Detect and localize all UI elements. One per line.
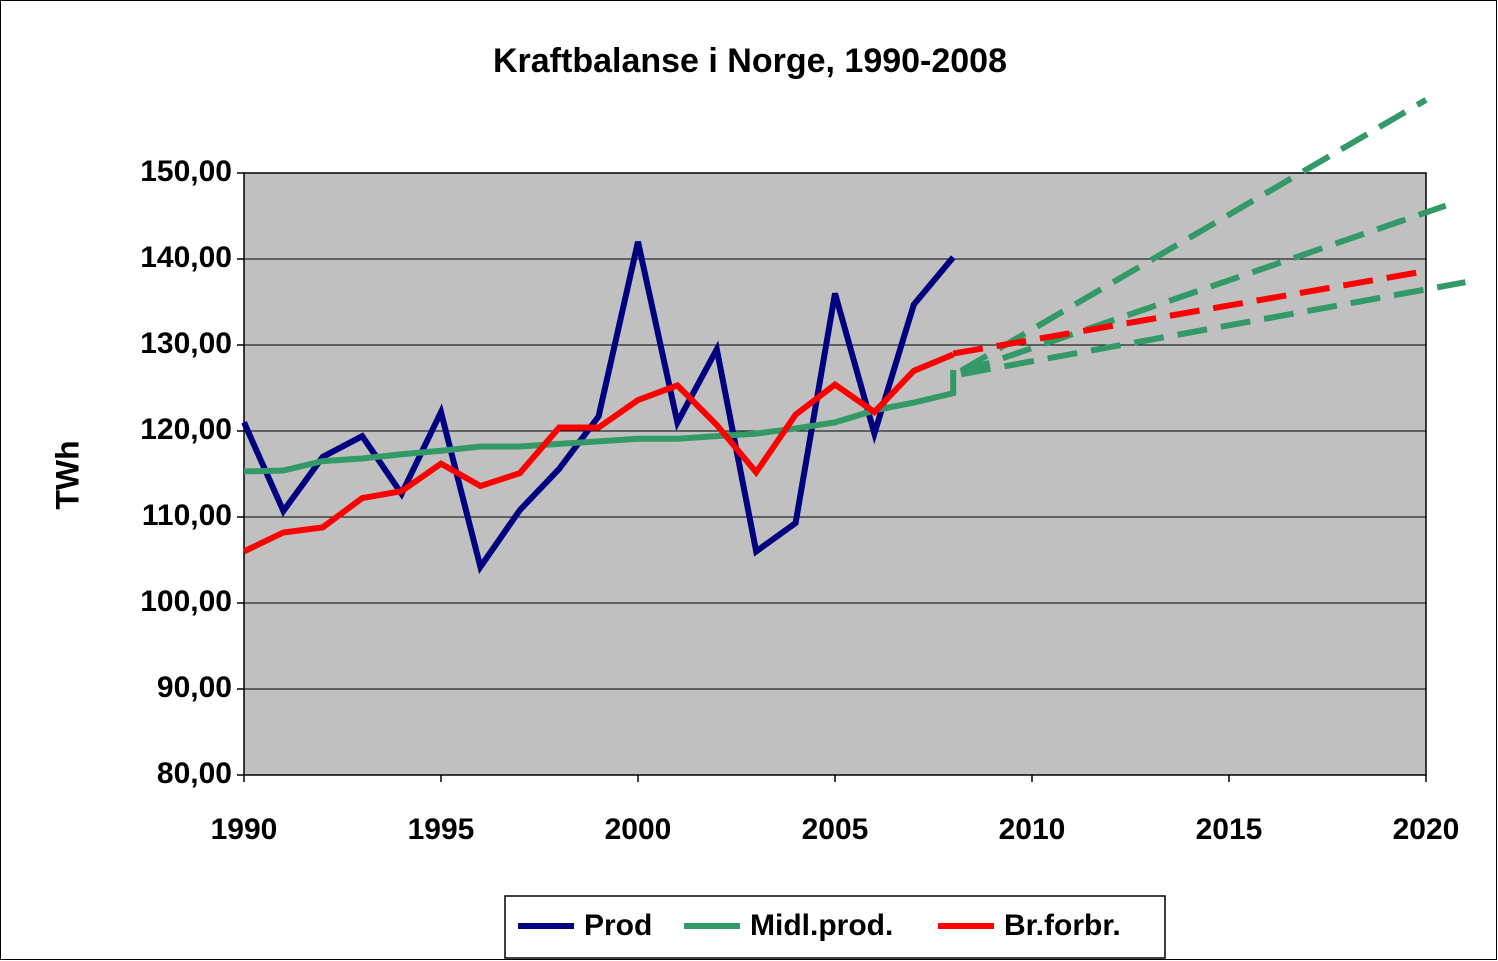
plot-area [243, 172, 1427, 776]
x-tick-label: 2005 [802, 813, 869, 846]
series-line [243, 369, 957, 475]
y-tick-label: 110,00 [142, 499, 232, 532]
y-tick-label: 100,00 [140, 585, 232, 618]
series-line [242, 351, 955, 555]
x-tick-label: 2020 [1393, 813, 1460, 846]
y-tick-label: 90,00 [157, 671, 232, 704]
x-tick-label: 2015 [1196, 813, 1263, 846]
legend-label: Prod [584, 909, 652, 942]
x-tick-label: 2010 [999, 813, 1066, 846]
y-tick-label: 140,00 [140, 241, 232, 274]
series-line [241, 241, 956, 574]
legend [504, 895, 1166, 959]
y-tick-label: 150,00 [140, 155, 232, 188]
projection-line [952, 268, 1427, 357]
x-tick-label: 2000 [605, 813, 672, 846]
y-axis-label: TWh [49, 440, 85, 509]
x-tick-label: 1990 [211, 813, 278, 846]
y-tick-label: 120,00 [140, 413, 232, 446]
y-tick-label: 80,00 [157, 757, 232, 790]
y-tick-label: 130,00 [140, 327, 232, 360]
projection-line [959, 97, 1428, 374]
x-tick-label: 1995 [408, 813, 475, 846]
legend-label: Br.forbr. [1004, 909, 1121, 942]
legend-label: Midl.prod. [750, 909, 893, 942]
chart-title: Kraftbalanse i Norge, 1990-2008 [493, 42, 1007, 80]
